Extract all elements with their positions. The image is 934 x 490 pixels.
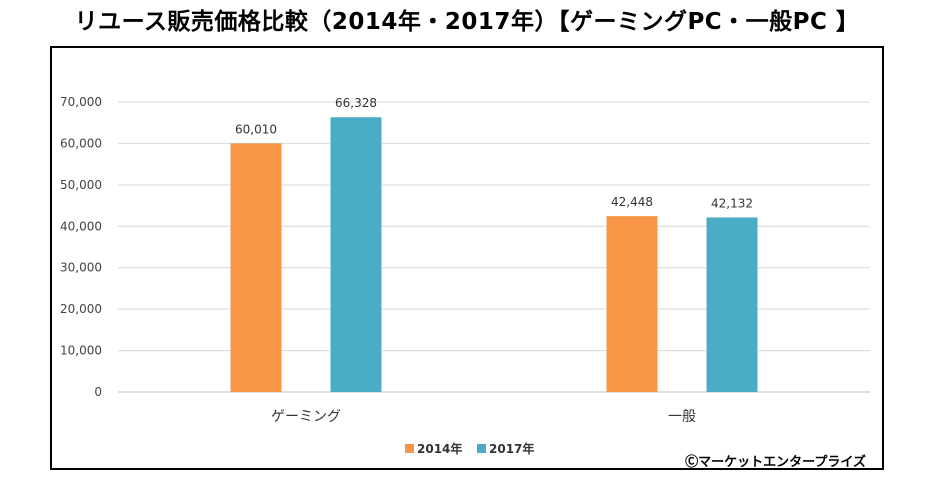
y-tick-label: 40,000 (60, 219, 102, 233)
y-tick-label: 50,000 (60, 178, 102, 192)
chart-title: リユース販売価格比較（2014年・2017年）【ゲーミングPC・一般PC 】 (74, 9, 860, 35)
legend-swatch (405, 444, 414, 453)
bar-2017年-一般 (706, 217, 758, 392)
legend-label: 2017年 (489, 441, 534, 456)
y-tick-label: 20,000 (60, 302, 102, 316)
legend-label: 2014年 (417, 441, 462, 456)
chart-frame (50, 46, 884, 470)
credit-text: Ⓒマーケットエンタープライズ (685, 454, 866, 470)
y-tick-label: 30,000 (60, 261, 102, 275)
legend-swatch (477, 444, 486, 453)
data-label: 66,328 (335, 96, 377, 110)
legend: 2014年 2017年 (405, 441, 534, 456)
bar-2017年-ゲーミング (330, 117, 382, 392)
bar-2014年-ゲーミング (230, 143, 282, 392)
y-tick-label: 60,000 (60, 136, 102, 150)
y-tick-label: 70,000 (60, 95, 102, 109)
category-label: ゲーミング (271, 409, 341, 425)
data-label: 60,010 (235, 122, 277, 136)
bars (230, 117, 758, 392)
y-tick-label: 0 (94, 385, 102, 399)
data-labels: 60,010 66,328 42,448 42,132 (235, 96, 753, 210)
bar-2014年-一般 (606, 216, 658, 392)
data-label: 42,132 (711, 196, 753, 210)
category-labels: ゲーミング 一般 (271, 409, 696, 425)
y-tick-label: 10,000 (60, 344, 102, 358)
category-label: 一般 (668, 409, 696, 425)
y-axis-tick-labels: 0 10,000 20,000 30,000 40,000 50,000 60,000 70,… (60, 95, 102, 399)
data-label: 42,448 (611, 195, 653, 209)
